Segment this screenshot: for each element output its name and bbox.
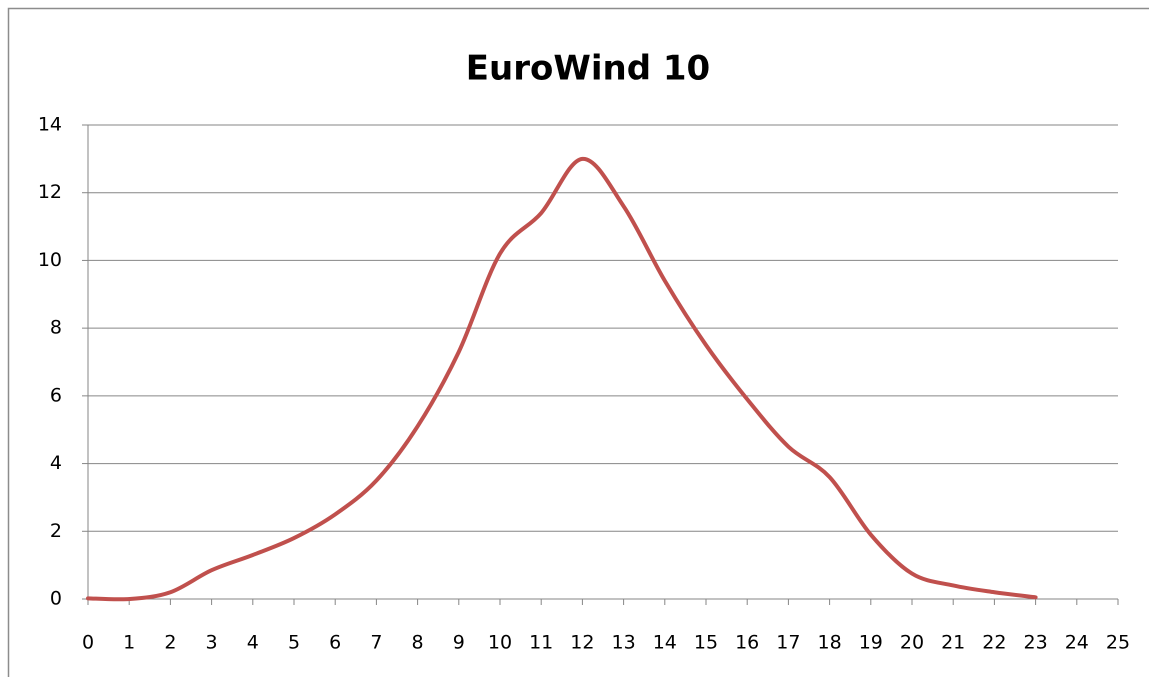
y-tick-label: 14 [38,114,62,136]
x-tick-label: 13 [612,632,636,654]
x-tick-label: 24 [1065,632,1089,654]
x-tick-label: 25 [1106,632,1130,654]
x-tick-label: 7 [370,632,382,654]
x-tick-label: 17 [776,632,800,654]
x-tick-label: 20 [900,632,924,654]
x-tick-label: 22 [982,632,1006,654]
y-tick-label: 10 [38,249,62,271]
line-series [86,156,1038,602]
chart-title: EuroWind 10 [466,49,710,89]
x-tick-label: 18 [818,632,842,654]
y-tick-label: 8 [50,317,62,339]
x-tick-label: 5 [288,632,300,654]
x-tick-label: 2 [164,632,176,654]
x-tick-label: 21 [941,632,965,654]
y-tick-label: 12 [38,181,62,203]
y-tick-label: 6 [50,384,62,406]
x-tick-label: 16 [735,632,759,654]
x-tick-label: 14 [653,632,677,654]
x-tick-label: 9 [453,632,465,654]
chart-border [7,7,1149,677]
x-tick-label: 0 [82,632,94,654]
y-tick-label: 0 [50,588,62,610]
x-tick-label: 15 [694,632,718,654]
x-tick-label: 11 [529,632,553,654]
x-tick-label: 23 [1024,632,1048,654]
y-tick-label: 4 [50,452,62,474]
y-tick-label: 2 [50,520,62,542]
x-tick-label: 8 [412,632,424,654]
x-tick-label: 19 [859,632,883,654]
x-tick-label: 4 [247,632,259,654]
x-tick-label: 3 [206,632,218,654]
x-tick-label: 10 [488,632,512,654]
x-tick-label: 1 [123,632,135,654]
x-tick-label: 12 [570,632,594,654]
x-tick-label: 6 [329,632,341,654]
